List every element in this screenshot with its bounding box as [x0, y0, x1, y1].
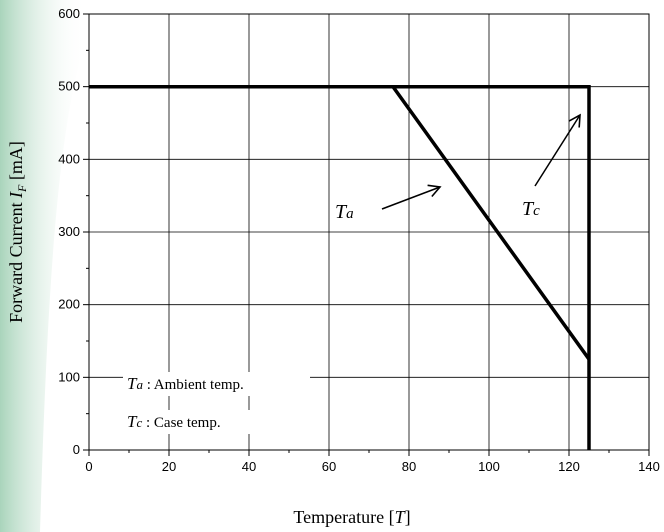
y-tick-label: 100 [58, 369, 80, 384]
y-tick-label: 300 [58, 224, 80, 239]
x-tick-label: 120 [558, 459, 580, 474]
note-background [123, 372, 310, 396]
y-tick-label: 0 [73, 442, 80, 457]
x-tick-label: 60 [322, 459, 336, 474]
annotation-arrow-ta-pointer [381, 184, 442, 210]
x-axis-title: Temperature [T] [293, 507, 410, 527]
series-line-ta [89, 84, 591, 361]
annotation-label-ta-pointer: Ta [335, 201, 354, 223]
y-tick-label: 400 [58, 151, 80, 166]
y-tick-label: 200 [58, 297, 80, 312]
y-tick-label: 500 [58, 79, 80, 94]
y-axis-title: Forward Current IF [mA] [6, 141, 29, 323]
x-tick-label: 20 [162, 459, 176, 474]
x-tick-label: 80 [402, 459, 416, 474]
y-tick-label: 600 [58, 6, 80, 21]
series-lines [89, 84, 591, 450]
axis-ticks [83, 13, 650, 456]
note-background [123, 410, 275, 434]
x-tick-label: 0 [85, 459, 92, 474]
x-tick-label: 140 [638, 459, 660, 474]
x-tick-label: 100 [478, 459, 500, 474]
annotation-arrow-tc-pointer [534, 113, 581, 187]
note-text: Ta : Ambient temp. [127, 374, 244, 393]
note-text: Tc : Case temp. [127, 412, 221, 431]
curve-annotations: Ta Tc [335, 113, 581, 223]
x-tick-label: 40 [242, 459, 256, 474]
annotation-label-tc-pointer: Tc [522, 198, 540, 220]
side-strip-decoration [0, 0, 86, 532]
legend-notes: Ta : Ambient temp. Tc : Case temp. [123, 372, 310, 434]
x-tick-labels: 0 20 40 60 80 100 120 140 [85, 459, 659, 474]
y-tick-labels: 0 100 200 300 400 500 600 [58, 6, 80, 457]
